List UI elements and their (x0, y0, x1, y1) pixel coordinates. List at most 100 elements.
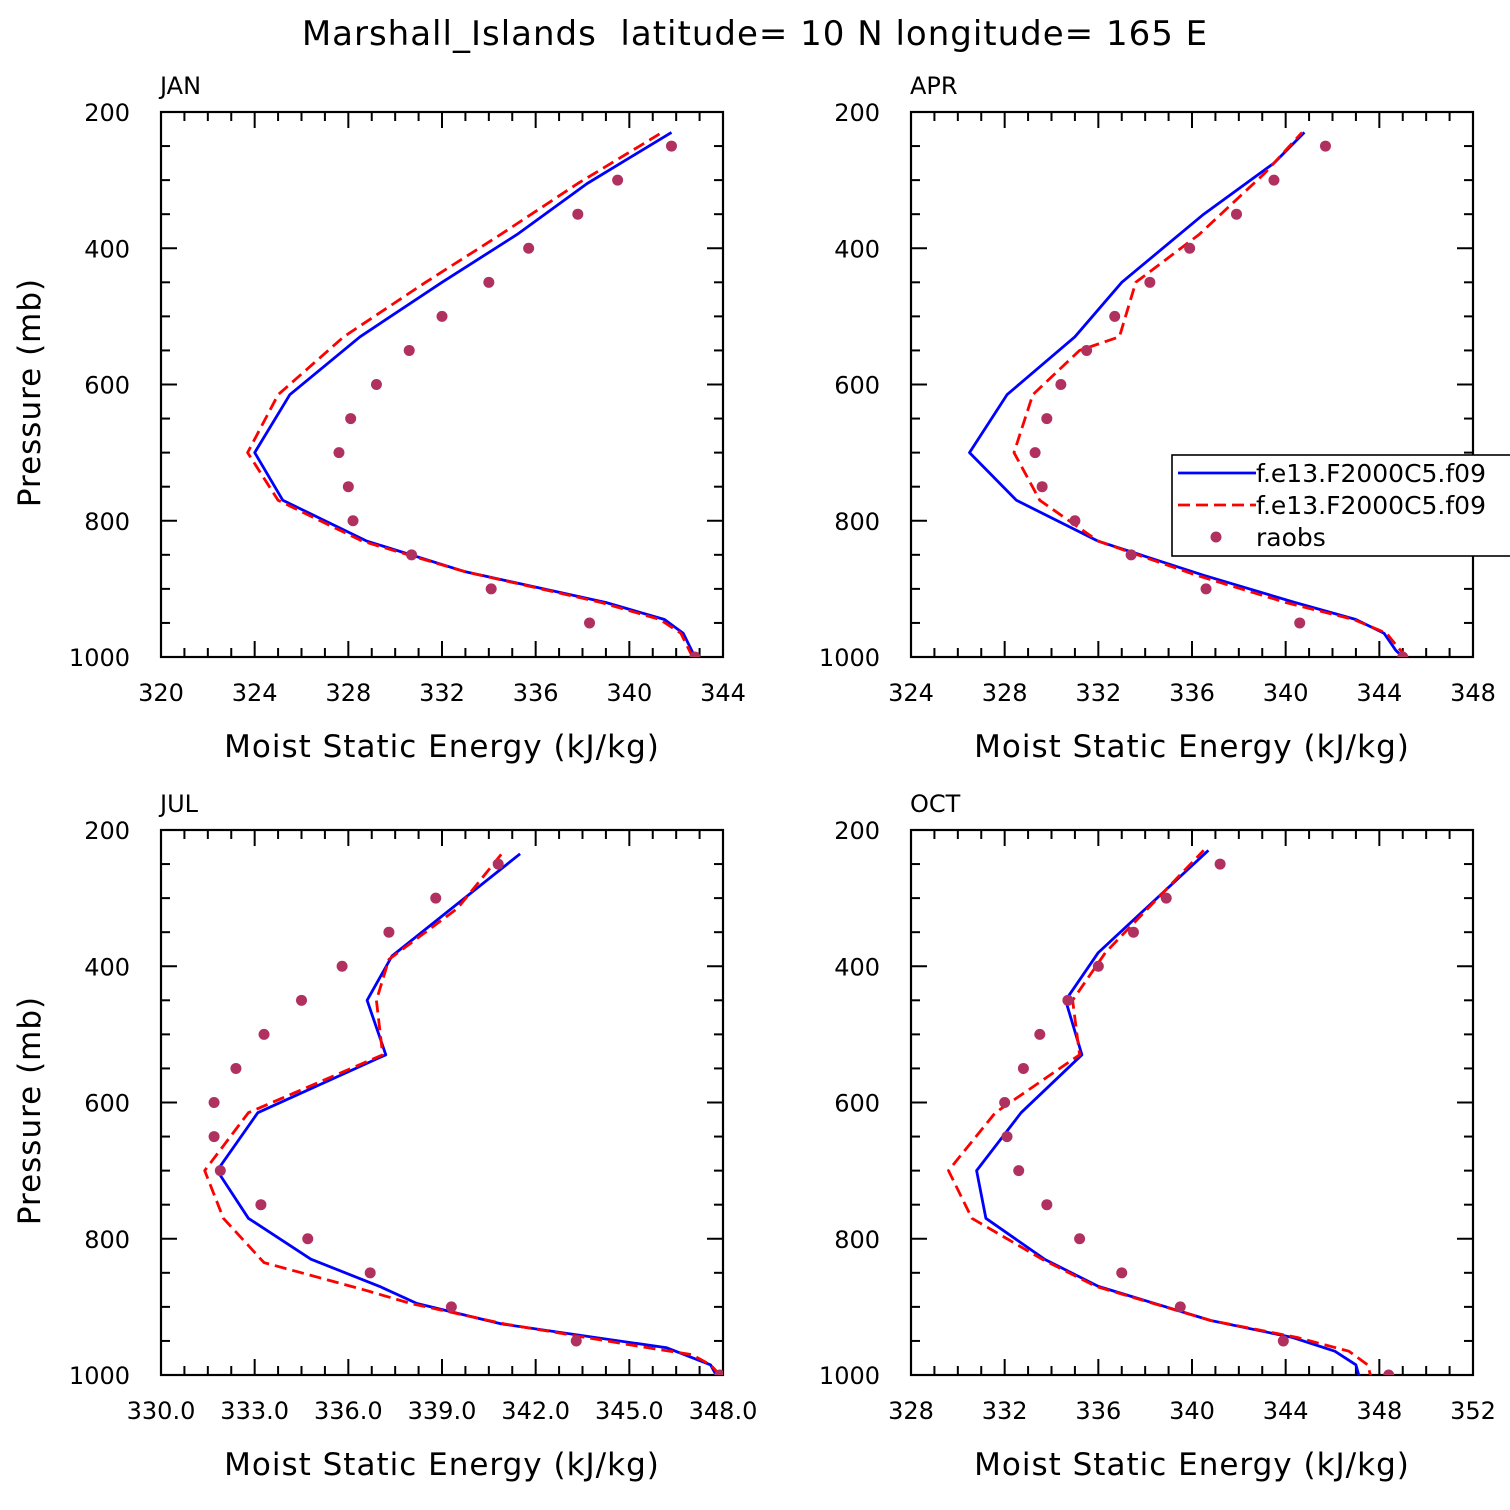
raobs-point (570, 1335, 582, 1347)
raobs-point (1062, 994, 1074, 1006)
x-tick-label: 336 (1169, 679, 1215, 707)
raobs-point (1092, 960, 1104, 972)
raobs-point (302, 1233, 314, 1245)
raobs-point (1036, 481, 1048, 493)
x-tick-label: 352 (1450, 1397, 1496, 1425)
panel-jan: 320 324 328 332 336 340 344 200 400 600 800 1000 JAN… (12, 72, 746, 765)
y-tick-label: 600 (834, 372, 880, 400)
raobs-point (1109, 310, 1121, 322)
raobs-point (342, 481, 354, 493)
x-tick-label: 328 (888, 1397, 934, 1425)
plot-area (203, 849, 723, 1375)
x-tick-label: 336 (513, 679, 559, 707)
raobs-point (333, 447, 345, 459)
raobs-point (1041, 1199, 1053, 1211)
y-tick-label: 800 (834, 1226, 880, 1254)
x-tick-label: 332 (1075, 679, 1121, 707)
legend-label: raobs (1256, 523, 1326, 552)
x-tick-label: 324 (888, 679, 934, 707)
raobs-point (1029, 447, 1041, 459)
x-tick-label: 340 (1263, 679, 1309, 707)
raobs-point (1081, 344, 1093, 356)
raobs-point (364, 1267, 376, 1279)
raobs-point (1397, 651, 1409, 657)
legend-label: f.e13.F2000C5.f09 (1256, 491, 1486, 520)
raobs-point (1017, 1062, 1029, 1074)
y-tick-label: 1000 (819, 644, 880, 672)
y-tick-label: 200 (834, 817, 880, 845)
raobs-point (383, 926, 395, 938)
panel-title: JAN (158, 72, 201, 100)
x-tick-label: 340 (1169, 1397, 1215, 1425)
panel-title: APR (910, 72, 958, 100)
panel-jul: 330.0 333.0 336.0 339.0 342.0 345.0 348.0 200 40… (12, 790, 757, 1483)
x-axis-label: Moist Static Energy (kJ/kg) (974, 1447, 1410, 1483)
raobs-point (208, 1097, 220, 1108)
plot-frame (909, 828, 1475, 1377)
x-tick-label: 342.0 (501, 1397, 570, 1425)
y-tick-label: 400 (84, 953, 130, 981)
plot-area (246, 131, 701, 657)
x-tick-label: 348.0 (689, 1397, 758, 1425)
raobs-point (714, 1369, 723, 1375)
y-tick-label: 200 (834, 99, 880, 127)
x-axis-label: Moist Static Energy (kJ/kg) (974, 729, 1410, 765)
x-tick-label: 332 (982, 1397, 1028, 1425)
y-tick-label: 400 (834, 953, 880, 981)
raobs-point (403, 344, 415, 356)
y-tick-label: 800 (84, 1226, 130, 1254)
plot-frame (159, 110, 725, 659)
raobs-point (1055, 379, 1067, 390)
raobs-point (492, 858, 504, 870)
raobs-point (572, 208, 584, 220)
raobs-point (208, 1131, 220, 1143)
x-tick-label: 340 (606, 679, 652, 707)
raobs-point (612, 174, 624, 186)
raobs-point (485, 583, 497, 595)
panel-apr: 324 328 332 336 340 344 348 200 400 600 800 1000 APR… (819, 72, 1496, 765)
raobs-point (1230, 208, 1242, 220)
raobs-point (336, 960, 348, 972)
y-tick-label: 400 (834, 235, 880, 263)
y-tick-label: 400 (84, 235, 130, 263)
plot-area (968, 131, 1409, 657)
raobs-point (1268, 174, 1280, 186)
panel-title: JUL (158, 790, 199, 818)
x-tick-label: 339.0 (408, 1397, 477, 1425)
raobs-point (1383, 1369, 1395, 1375)
raobs-point (1001, 1131, 1013, 1143)
raobs-point (689, 651, 701, 657)
plot-frame (909, 110, 1475, 659)
x-tick-label: 328 (325, 679, 371, 707)
plot-area (947, 849, 1395, 1375)
y-tick-label: 200 (84, 817, 130, 845)
y-tick-label: 600 (84, 372, 130, 400)
raobs-point (255, 1199, 267, 1211)
series-line-dashed (947, 849, 1372, 1375)
y-tick-label: 800 (84, 508, 130, 536)
raobs-point (1013, 1165, 1025, 1177)
x-axis-label: Moist Static Energy (kJ/kg) (224, 1447, 660, 1483)
raobs-point (430, 892, 442, 904)
series-line-solid (253, 131, 697, 657)
raobs-point (214, 1165, 226, 1177)
y-tick-label: 800 (834, 508, 880, 536)
raobs-point (1174, 1301, 1186, 1313)
y-tick-label: 1000 (69, 644, 130, 672)
series-line-dashed (246, 131, 694, 657)
raobs-point (406, 549, 418, 561)
y-tick-label: 200 (84, 99, 130, 127)
raobs-point (523, 242, 535, 254)
x-tick-label: 344 (700, 679, 746, 707)
series-line-dashed (1012, 131, 1409, 657)
raobs-point (1125, 549, 1137, 561)
x-axis-label: Moist Static Energy (kJ/kg) (224, 729, 660, 765)
raobs-point (1034, 1028, 1046, 1040)
y-tick-label: 1000 (819, 1362, 880, 1390)
raobs-point (370, 379, 382, 390)
legend-label: f.e13.F2000C5.f09 (1256, 459, 1486, 488)
raobs-point (1184, 242, 1196, 254)
x-tick-label: 344 (1263, 1397, 1309, 1425)
raobs-point (584, 617, 596, 629)
